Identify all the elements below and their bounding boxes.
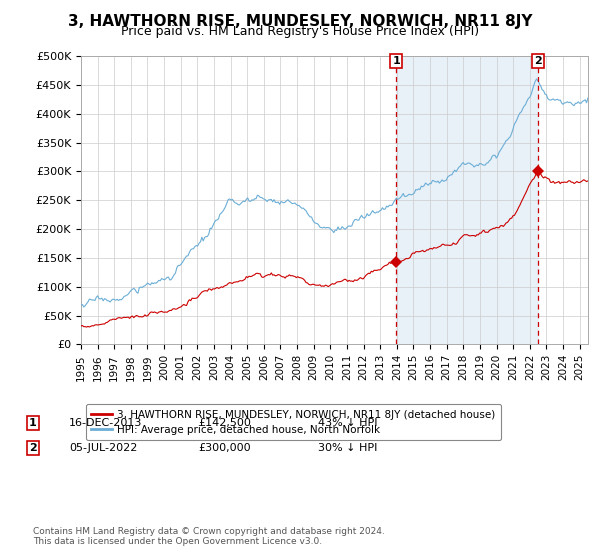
Text: 2: 2 [29,443,37,453]
Text: 1: 1 [29,418,37,428]
Legend: 3, HAWTHORN RISE, MUNDESLEY, NORWICH, NR11 8JY (detached house), HPI: Average pr: 3, HAWTHORN RISE, MUNDESLEY, NORWICH, NR… [86,404,501,440]
Text: 16-DEC-2013: 16-DEC-2013 [69,418,142,428]
Text: 3, HAWTHORN RISE, MUNDESLEY, NORWICH, NR11 8JY: 3, HAWTHORN RISE, MUNDESLEY, NORWICH, NR… [68,14,532,29]
Text: £142,500: £142,500 [198,418,251,428]
Text: 1: 1 [392,56,400,66]
Text: £300,000: £300,000 [198,443,251,453]
Text: Contains HM Land Registry data © Crown copyright and database right 2024.
This d: Contains HM Land Registry data © Crown c… [33,526,385,546]
Text: Price paid vs. HM Land Registry's House Price Index (HPI): Price paid vs. HM Land Registry's House … [121,25,479,38]
Bar [396,56,538,344]
Text: 2: 2 [535,56,542,66]
Text: 43% ↓ HPI: 43% ↓ HPI [318,418,377,428]
Text: 30% ↓ HPI: 30% ↓ HPI [318,443,377,453]
Text: 05-JUL-2022: 05-JUL-2022 [69,443,137,453]
